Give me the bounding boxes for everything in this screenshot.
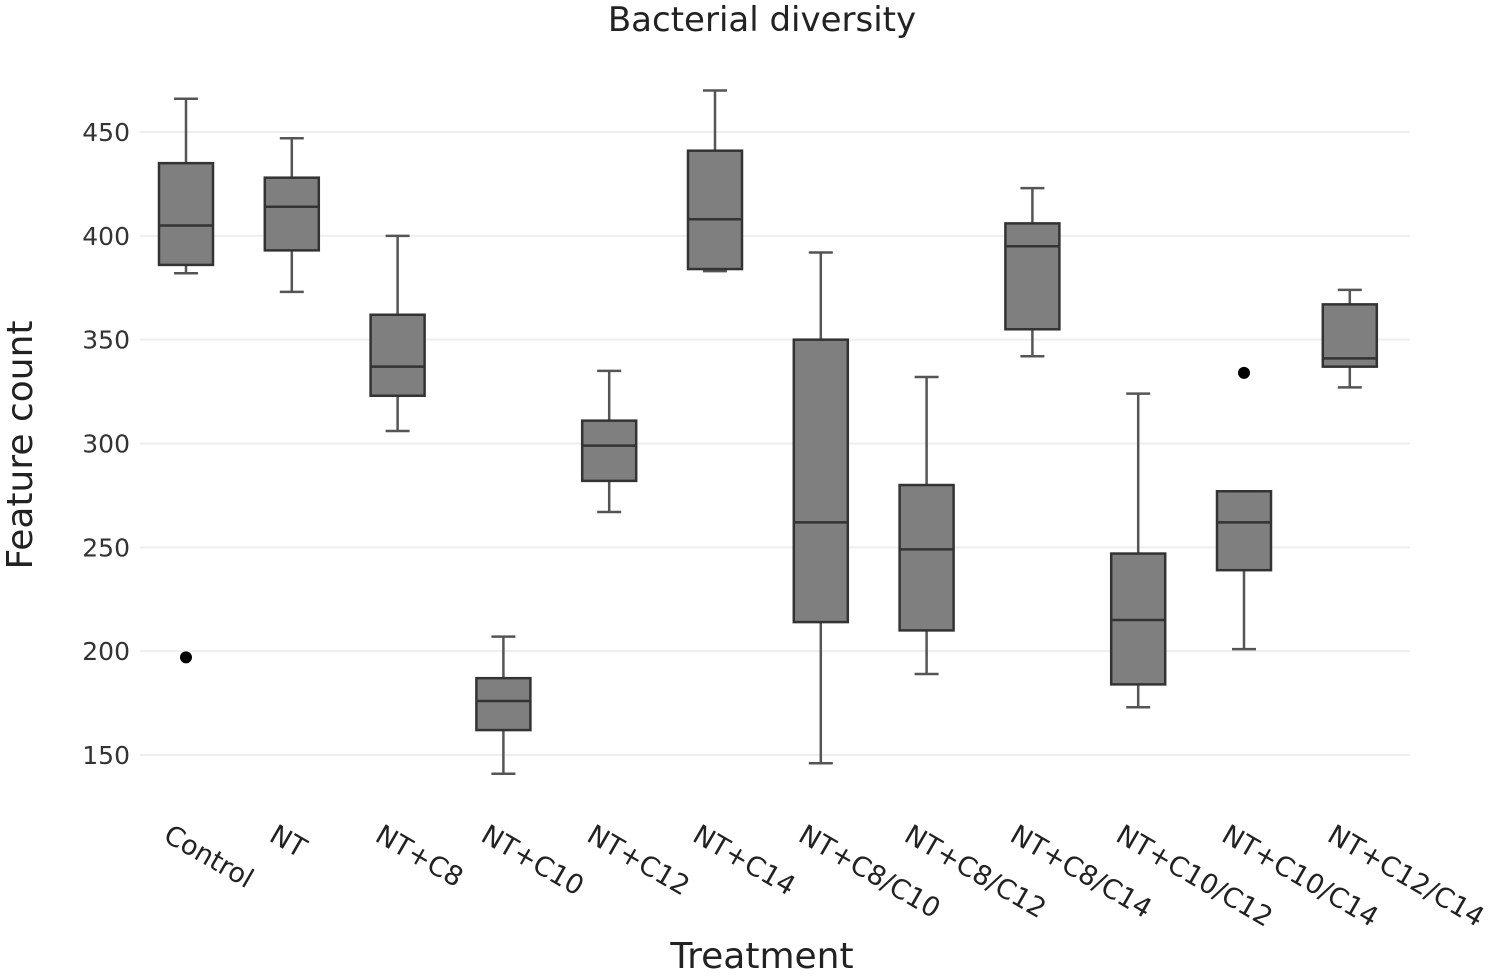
box-nt	[263, 176, 321, 252]
outlier-control-0	[180, 651, 192, 664]
x-axis-label: Treatment	[669, 936, 853, 976]
box-group-nt-c8-c12	[898, 375, 955, 676]
chart-title: Bacterial diversity	[608, 0, 916, 40]
boxes	[157, 89, 1379, 775]
box-nt-c12-c14	[1321, 303, 1379, 368]
box-nt-c8	[369, 313, 426, 397]
y-tick-label-150: 150	[82, 741, 130, 770]
box-nt-c14	[686, 149, 744, 271]
box-nt-c10	[475, 676, 532, 732]
box-group-nt-c12	[580, 369, 638, 514]
box-nt-c12	[580, 419, 638, 483]
box-group-nt-c8-c14	[1004, 186, 1061, 358]
box-group-nt-c10-c14	[1215, 366, 1273, 651]
box-group-nt-c10	[475, 635, 532, 775]
box-group-nt-c12-c14	[1321, 288, 1379, 389]
box-group-nt	[263, 136, 321, 294]
box-control	[157, 161, 215, 267]
outlier-nt-c10-c14-0	[1238, 366, 1250, 379]
x-tick-label-nt-c10: NT+C10	[476, 819, 589, 902]
box-group-nt-c8-c10	[792, 251, 850, 765]
y-tick-label-350: 350	[82, 326, 130, 355]
x-tick-label-nt-c8: NT+C8	[370, 819, 468, 894]
x-axis-category-labels: Control NT NT+C8 NT+C10NT+C12NT+C14NT+C8/C1…	[159, 819, 1490, 933]
x-tick-label-nt-c12: NT+C12	[582, 819, 695, 902]
box-nt-c8-c14	[1004, 222, 1061, 331]
x-tick-label-control: Control	[159, 819, 259, 895]
box-group-nt-c10-c12	[1109, 392, 1167, 709]
y-axis-ticks: 150 200 250 300 350 400 450	[82, 118, 130, 770]
box-nt-c10-c14	[1215, 490, 1273, 572]
y-tick-label-200: 200	[82, 637, 130, 666]
box-group-nt-c8	[369, 234, 426, 433]
x-tick-label-nt: NT	[264, 819, 312, 864]
y-tick-label-400: 400	[82, 222, 130, 251]
y-tick-label-300: 300	[82, 430, 130, 459]
y-tick-label-450: 450	[82, 118, 130, 147]
y-tick-label-250: 250	[82, 533, 130, 562]
box-nt-c8-c12	[898, 483, 955, 632]
x-tick-label-nt-c14: NT+C14	[688, 819, 801, 902]
y-axis-label: Feature count	[0, 320, 41, 569]
gridlines	[140, 131, 1410, 756]
box-group-control	[157, 97, 215, 664]
box-group-nt-c14	[686, 89, 744, 273]
box-nt-c8-c10	[792, 338, 850, 624]
